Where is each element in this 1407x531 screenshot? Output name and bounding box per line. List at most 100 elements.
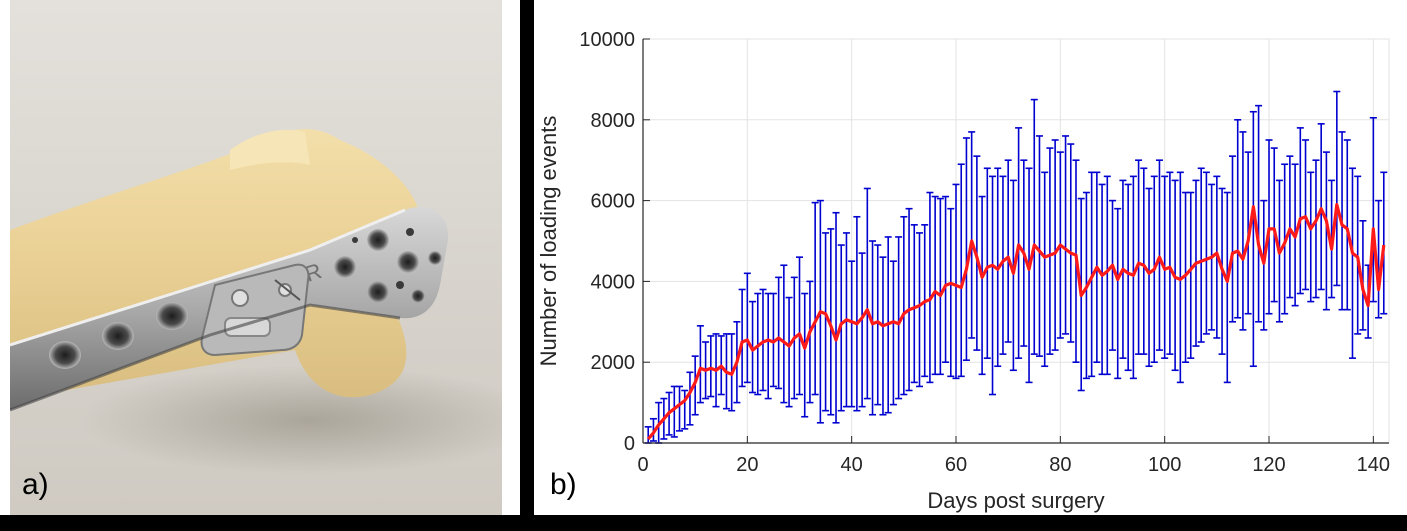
- error-bar: [1114, 207, 1122, 380]
- error-bar: [999, 175, 1007, 355]
- y-axis-title: Number of loading events: [536, 116, 561, 367]
- y-tick-label: 8000: [591, 110, 636, 132]
- error-bar: [942, 195, 950, 364]
- error-bar: [848, 260, 856, 408]
- x-tick-label: 60: [945, 454, 967, 476]
- panel-label-a: a): [22, 468, 49, 501]
- bone-plate-implant-photo: R: [9, 0, 520, 515]
- error-bar: [1166, 171, 1174, 355]
- error-bar: [764, 292, 772, 400]
- error-bar: [1348, 167, 1356, 359]
- error-bar: [1062, 135, 1070, 335]
- error-bar: [989, 175, 997, 396]
- error-bar: [1317, 123, 1325, 291]
- error-bar: [785, 296, 793, 408]
- error-bar: [696, 325, 704, 404]
- x-axis-title: Days post surgery: [927, 488, 1104, 513]
- error-bar: [1307, 171, 1315, 303]
- error-bar: [822, 232, 830, 412]
- error-bar: [1067, 143, 1075, 343]
- error-bar: [1369, 116, 1377, 303]
- error-bar: [1025, 167, 1033, 384]
- error-bar: [869, 240, 877, 416]
- error-bar: [1234, 119, 1242, 319]
- error-bar: [863, 187, 871, 400]
- loading-events-chart: 0 20 40 60 80 100 120 140 0 2000 4000 6000 8000 10000…: [536, 29, 1390, 513]
- error-bar: [1249, 110, 1257, 368]
- error-bar: [962, 137, 970, 361]
- error-bar: [738, 288, 746, 388]
- error-bar: [1035, 135, 1043, 357]
- error-bar: [1140, 167, 1148, 355]
- error-bar: [879, 256, 887, 416]
- error-bar: [832, 211, 840, 424]
- mean-line: [646, 203, 1386, 441]
- errorbar-layer: [644, 90, 1388, 444]
- error-bar: [889, 260, 897, 406]
- error-bar: [649, 417, 657, 442]
- x-tick-label: 20: [736, 454, 758, 476]
- error-bar: [1223, 191, 1231, 384]
- error-bar: [681, 389, 689, 430]
- axis-layer: 0 20 40 60 80 100 120 140 0 2000 4000 6000 8000 10000: [579, 29, 1390, 476]
- error-bar: [1187, 191, 1195, 359]
- error-bar: [1375, 199, 1383, 319]
- error-bar: [1124, 183, 1132, 372]
- error-bar: [1197, 167, 1205, 343]
- error-bar: [686, 371, 694, 426]
- error-bar: [1202, 171, 1210, 335]
- y-tick-label: 2000: [591, 352, 636, 374]
- error-bar: [910, 224, 918, 384]
- error-bar: [978, 195, 986, 376]
- error-bar: [1312, 159, 1320, 299]
- error-bar: [947, 207, 955, 378]
- panel-label-b: b): [550, 468, 577, 501]
- error-bar: [1343, 139, 1351, 311]
- error-bar: [1098, 183, 1106, 376]
- error-bar: [1302, 139, 1310, 291]
- y-tick-label: 6000: [591, 191, 636, 213]
- error-bar: [1145, 187, 1153, 368]
- error-bar: [936, 197, 944, 376]
- error-bar: [1004, 159, 1012, 343]
- error-bar: [895, 236, 903, 400]
- error-bar: [957, 163, 965, 378]
- x-tick-label: 40: [841, 454, 863, 476]
- error-bar: [926, 191, 934, 384]
- error-bar: [1009, 179, 1017, 372]
- error-bar: [1354, 175, 1362, 335]
- error-bar: [707, 335, 715, 398]
- error-bar: [1155, 159, 1163, 351]
- error-bar: [1359, 220, 1367, 331]
- y-tick-label: 4000: [591, 271, 636, 293]
- error-bar: [858, 252, 866, 408]
- error-bar: [905, 207, 913, 392]
- panel-b: 0 20 40 60 80 100 120 140 0 2000 4000 6000 8000 10000…: [534, 0, 1407, 515]
- error-bar: [952, 183, 960, 380]
- panel-a: R a): [0, 0, 520, 515]
- error-bar: [931, 195, 939, 376]
- error-bar: [1228, 155, 1236, 323]
- error-bar: [806, 280, 814, 404]
- error-bar: [1286, 155, 1294, 299]
- error-bar: [1030, 98, 1038, 355]
- error-bar: [743, 272, 751, 384]
- error-bar: [1270, 147, 1278, 303]
- error-bar: [676, 385, 684, 432]
- x-tick-label: 120: [1252, 454, 1285, 476]
- error-bar: [1109, 199, 1117, 351]
- error-bar: [1322, 151, 1330, 311]
- error-bar: [1046, 147, 1054, 355]
- x-tick-label: 0: [637, 454, 648, 476]
- error-bar: [874, 244, 882, 406]
- error-bar: [775, 276, 783, 390]
- y-tick-label: 10000: [579, 29, 635, 51]
- error-bar: [968, 131, 976, 339]
- error-bar: [1103, 175, 1111, 376]
- y-tick-label: 0: [624, 433, 635, 455]
- error-bar: [1265, 139, 1273, 315]
- error-bar: [853, 215, 861, 412]
- error-bar: [983, 167, 991, 359]
- error-bar: [780, 264, 788, 404]
- error-bar: [1239, 131, 1247, 331]
